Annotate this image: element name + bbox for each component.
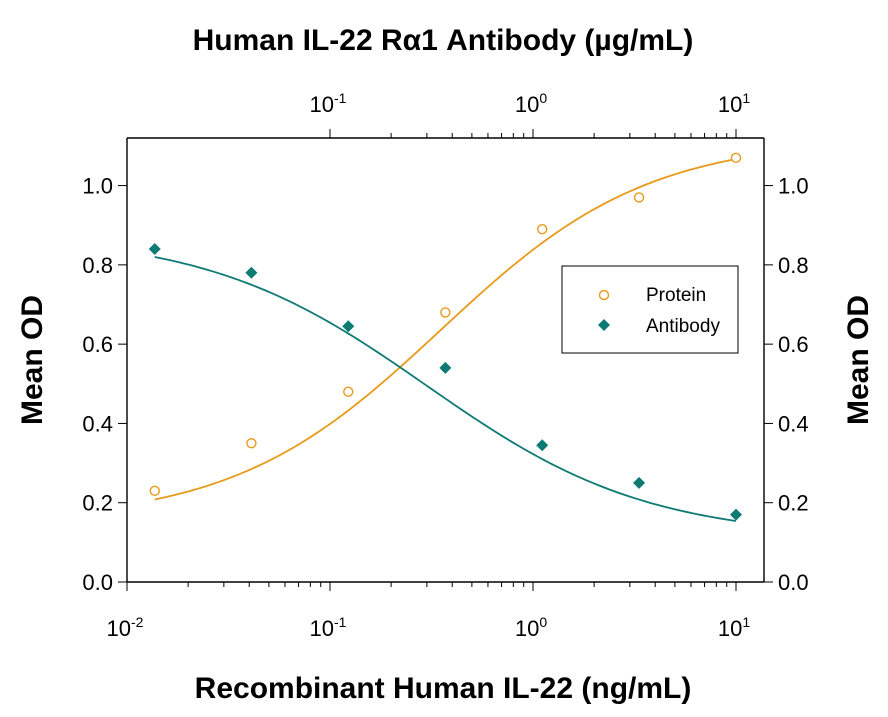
chart-title: Human IL-22 Rα1 Antibody (µg/mL) bbox=[193, 24, 694, 57]
point-antibody bbox=[730, 508, 742, 521]
point-antibody bbox=[148, 243, 161, 255]
y-axis-title-right: Mean OD bbox=[842, 295, 875, 425]
x-top-tick-label: 10-1 bbox=[310, 90, 347, 117]
legend-box bbox=[561, 265, 739, 354]
point-antibody bbox=[245, 266, 258, 279]
x-axis-bottom-ticks: 10-2 10-1 100 101 bbox=[107, 582, 750, 641]
y-axis-left-ticks: 0.0 0.2 0.4 0.6 0.8 1.0 bbox=[82, 174, 127, 595]
point-protein bbox=[537, 223, 548, 235]
fit-curve-antibody bbox=[154, 256, 737, 522]
legend-antibody-label: Antibody bbox=[646, 316, 720, 337]
x-top-tick-label: 101 bbox=[718, 90, 750, 117]
point-protein bbox=[730, 152, 742, 164]
y-axis-title-left: Mean OD bbox=[16, 295, 49, 425]
y-right-tick-label: 0.4 bbox=[778, 411, 809, 436]
point-antibody bbox=[342, 320, 355, 333]
point-antibody bbox=[536, 439, 549, 452]
plot-frame bbox=[126, 137, 765, 583]
legend-protein-label: Protein bbox=[646, 285, 706, 306]
x-axis-title: Recombinant Human IL-22 (ng/mL) bbox=[195, 672, 692, 705]
y-right-tick-label: 0.6 bbox=[778, 332, 809, 357]
x-axis-top-ticks: 10-1 100 101 bbox=[310, 90, 750, 138]
point-protein bbox=[246, 438, 257, 449]
y-tick-label: 0.8 bbox=[82, 253, 113, 278]
y-right-tick-label: 0.2 bbox=[778, 491, 809, 516]
fit-curves bbox=[154, 158, 737, 522]
point-protein bbox=[440, 307, 451, 318]
data-points bbox=[148, 152, 742, 521]
y-tick-label: 0.6 bbox=[82, 332, 113, 357]
legend: Protein Antibody bbox=[561, 265, 739, 354]
y-tick-label: 0.2 bbox=[82, 491, 113, 516]
point-protein bbox=[149, 485, 160, 497]
y-axis-right-ticks: 0.0 0.2 0.4 0.6 0.8 1.0 bbox=[764, 174, 809, 595]
x-tick-label: 10-1 bbox=[310, 614, 347, 641]
fit-curve-protein bbox=[154, 158, 737, 501]
y-right-tick-label: 1.0 bbox=[778, 174, 809, 199]
y-right-tick-label: 0.0 bbox=[778, 570, 809, 595]
x-tick-label: 10-2 bbox=[107, 614, 144, 641]
x-tick-label: 100 bbox=[515, 614, 547, 641]
point-antibody bbox=[439, 361, 452, 374]
y-tick-label: 0.4 bbox=[82, 411, 113, 436]
point-protein bbox=[633, 192, 645, 203]
legend-protein-marker bbox=[598, 289, 610, 301]
point-antibody bbox=[633, 476, 646, 489]
y-tick-label: 0.0 bbox=[82, 570, 113, 595]
legend-antibody-marker bbox=[598, 319, 610, 331]
x-tick-label: 101 bbox=[718, 614, 750, 641]
y-tick-label: 1.0 bbox=[82, 174, 113, 199]
point-protein bbox=[343, 386, 354, 397]
y-right-tick-label: 0.8 bbox=[778, 253, 809, 278]
x-top-tick-label: 100 bbox=[515, 90, 547, 117]
